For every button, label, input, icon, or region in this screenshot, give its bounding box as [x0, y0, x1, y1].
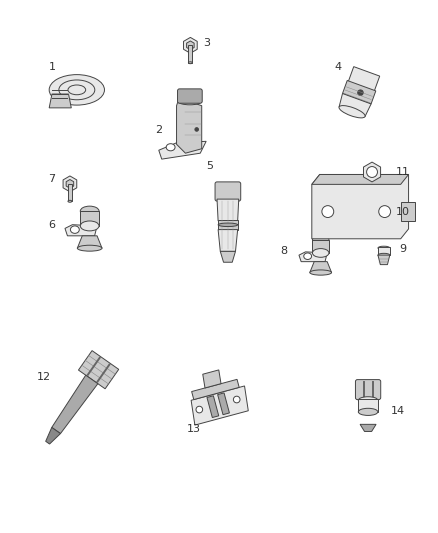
Polygon shape: [360, 424, 376, 431]
Text: 12: 12: [37, 372, 51, 382]
Ellipse shape: [166, 144, 175, 151]
Polygon shape: [192, 379, 239, 400]
Ellipse shape: [179, 99, 201, 105]
Ellipse shape: [312, 236, 329, 244]
Text: 6: 6: [49, 221, 56, 230]
FancyBboxPatch shape: [215, 182, 241, 201]
Text: 10: 10: [396, 207, 410, 216]
Polygon shape: [312, 174, 409, 239]
FancyBboxPatch shape: [356, 379, 381, 400]
Polygon shape: [78, 236, 102, 248]
Ellipse shape: [71, 226, 79, 233]
Text: 7: 7: [49, 174, 56, 184]
Polygon shape: [218, 230, 238, 252]
Ellipse shape: [78, 245, 102, 251]
Polygon shape: [217, 199, 239, 221]
Ellipse shape: [358, 397, 378, 404]
Text: 4: 4: [335, 62, 342, 72]
Polygon shape: [65, 225, 97, 236]
Polygon shape: [80, 211, 99, 226]
Polygon shape: [63, 176, 77, 192]
Ellipse shape: [80, 206, 99, 216]
Ellipse shape: [358, 408, 378, 415]
Ellipse shape: [339, 106, 365, 118]
Bar: [358, 399, 378, 412]
Bar: [188, 45, 192, 63]
Ellipse shape: [304, 253, 311, 260]
Polygon shape: [378, 255, 390, 264]
Text: 2: 2: [155, 125, 162, 135]
Ellipse shape: [312, 248, 329, 257]
FancyBboxPatch shape: [177, 89, 202, 103]
Polygon shape: [299, 252, 327, 262]
Ellipse shape: [68, 200, 72, 202]
Polygon shape: [46, 427, 60, 444]
Ellipse shape: [80, 221, 99, 231]
Text: 8: 8: [281, 246, 288, 256]
Polygon shape: [312, 174, 409, 184]
Polygon shape: [339, 93, 371, 117]
Polygon shape: [191, 386, 248, 425]
Polygon shape: [220, 252, 236, 262]
Text: 3: 3: [204, 38, 211, 49]
Ellipse shape: [233, 396, 240, 403]
Text: 11: 11: [396, 167, 410, 177]
Ellipse shape: [358, 90, 363, 95]
Polygon shape: [177, 101, 202, 153]
Ellipse shape: [49, 75, 105, 105]
Bar: [378, 247, 390, 255]
Polygon shape: [364, 162, 381, 182]
Bar: [68, 184, 72, 201]
Ellipse shape: [378, 246, 390, 250]
Polygon shape: [203, 370, 221, 388]
Ellipse shape: [188, 62, 192, 64]
Ellipse shape: [196, 406, 203, 413]
Ellipse shape: [322, 206, 334, 217]
Polygon shape: [348, 67, 380, 92]
Polygon shape: [343, 80, 376, 104]
Polygon shape: [78, 351, 119, 389]
Polygon shape: [218, 393, 230, 415]
Polygon shape: [184, 37, 197, 53]
Polygon shape: [310, 262, 332, 272]
Polygon shape: [312, 240, 329, 253]
Text: 1: 1: [49, 62, 56, 72]
Polygon shape: [159, 141, 206, 159]
Text: 13: 13: [186, 424, 200, 434]
Ellipse shape: [195, 128, 198, 131]
Polygon shape: [49, 94, 71, 108]
Text: 14: 14: [391, 407, 405, 416]
Bar: [218, 220, 238, 230]
Polygon shape: [207, 395, 219, 417]
Polygon shape: [52, 375, 98, 433]
Text: 5: 5: [207, 161, 214, 171]
Ellipse shape: [218, 223, 238, 227]
Ellipse shape: [310, 270, 332, 275]
Ellipse shape: [379, 206, 391, 217]
Ellipse shape: [367, 166, 378, 177]
Ellipse shape: [378, 253, 390, 257]
Polygon shape: [187, 41, 194, 50]
Text: 9: 9: [399, 244, 406, 254]
Polygon shape: [401, 201, 416, 222]
Polygon shape: [66, 180, 74, 188]
